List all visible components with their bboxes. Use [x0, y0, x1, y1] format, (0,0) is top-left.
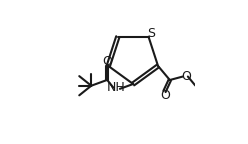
Text: S: S	[147, 27, 155, 40]
Text: O: O	[102, 55, 112, 68]
Text: NH: NH	[107, 81, 125, 94]
Text: O: O	[160, 89, 170, 102]
Text: O: O	[181, 70, 191, 83]
